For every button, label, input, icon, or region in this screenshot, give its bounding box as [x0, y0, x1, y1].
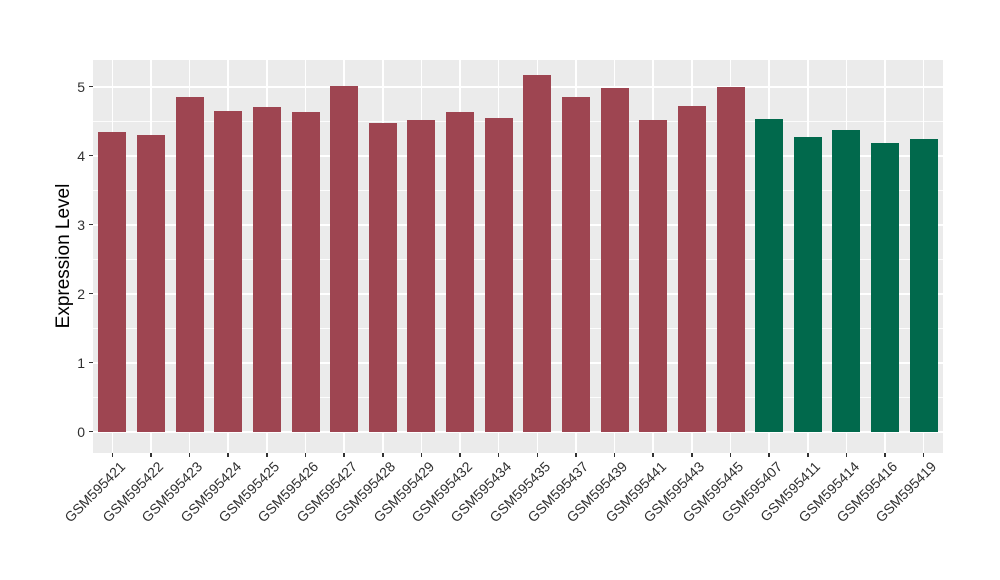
bar [98, 131, 127, 432]
x-axis-tick [613, 453, 616, 457]
x-axis-tick [266, 453, 268, 457]
x-axis-tick [382, 453, 384, 457]
gridline-major-horizontal [93, 361, 943, 364]
bar [407, 119, 436, 432]
x-axis-tick [227, 453, 229, 457]
y-tick-label: 0 [77, 423, 85, 440]
y-axis-title: Expression Level [53, 183, 74, 329]
bar [677, 106, 706, 432]
x-axis-tick [536, 453, 539, 457]
y-axis-tick [89, 223, 93, 226]
bar [291, 111, 320, 432]
gridline-minor-horizontal [93, 396, 943, 398]
gridline-minor-horizontal [93, 258, 943, 260]
bar [871, 143, 900, 432]
x-axis-tick [884, 453, 886, 457]
bar [639, 119, 668, 432]
y-tick-label: 5 [77, 78, 85, 95]
y-axis-tick [89, 361, 93, 364]
gridline-minor-horizontal [93, 120, 943, 122]
gridline-major-horizontal [93, 223, 943, 226]
y-axis-tick [89, 292, 93, 295]
x-axis-tick [111, 453, 114, 457]
y-tick-label: 3 [77, 216, 85, 233]
x-axis-tick [459, 453, 461, 457]
x-axis-tick [343, 453, 345, 457]
x-axis-tick [729, 453, 732, 457]
y-tick-label: 4 [77, 147, 85, 164]
x-axis-tick [188, 453, 191, 457]
bar [252, 106, 281, 432]
x-axis-tick [691, 453, 693, 457]
bar [793, 137, 822, 432]
x-axis-tick [922, 453, 925, 457]
x-axis-tick [304, 453, 307, 457]
x-axis-tick [420, 453, 423, 457]
y-axis-tick [89, 430, 93, 433]
gridline-minor-horizontal [93, 327, 943, 329]
gridline-major-horizontal [93, 85, 943, 88]
gridline-major-horizontal [93, 430, 943, 433]
gridline-minor-horizontal [93, 189, 943, 191]
bar [484, 117, 513, 432]
bar [175, 97, 204, 432]
y-tick-label: 2 [77, 285, 85, 302]
plot-panel [93, 60, 943, 453]
x-axis-tick [150, 453, 152, 457]
y-axis-tick [89, 85, 93, 88]
x-axis-tick [497, 453, 500, 457]
y-axis-tick [89, 154, 93, 157]
bar [832, 130, 861, 432]
bar [561, 97, 590, 432]
x-axis-tick [575, 453, 577, 457]
bar [214, 110, 243, 432]
x-axis-tick [768, 453, 770, 457]
bar [136, 135, 165, 432]
bar [909, 139, 938, 432]
y-tick-label: 1 [77, 354, 85, 371]
bar [755, 119, 784, 432]
x-axis-tick [807, 453, 809, 457]
x-axis-tick [845, 453, 848, 457]
bar [446, 111, 475, 432]
gridline-major-horizontal [93, 154, 943, 157]
bar [600, 88, 629, 432]
x-axis-tick [652, 453, 654, 457]
bar [330, 86, 359, 432]
bar [716, 87, 745, 432]
bar [368, 122, 397, 432]
gridline-major-horizontal [93, 292, 943, 295]
bar [523, 74, 552, 432]
